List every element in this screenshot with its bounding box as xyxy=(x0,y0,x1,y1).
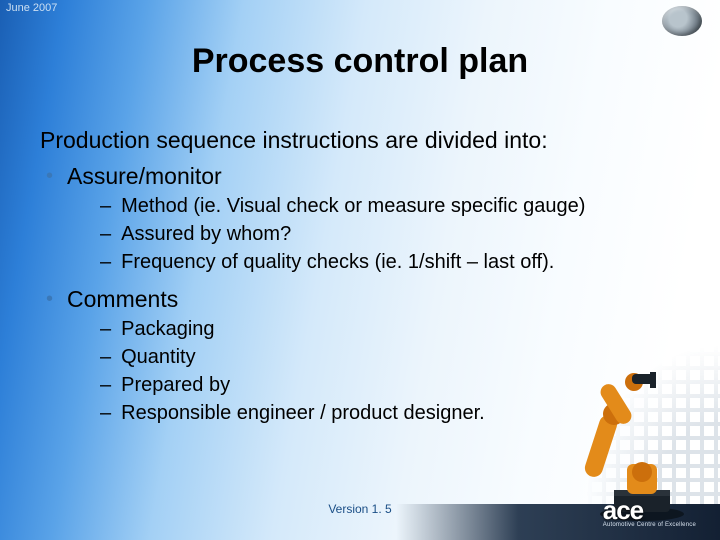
slide-content: Production sequence instructions are div… xyxy=(40,126,680,427)
subbullet: – Responsible engineer / product designe… xyxy=(100,399,680,427)
slide-title: Process control plan xyxy=(0,42,720,81)
subbullet: – Assured by whom? xyxy=(100,220,680,248)
dash-icon: – xyxy=(100,371,111,399)
subbullet-text: Prepared by xyxy=(121,371,230,399)
dash-icon: – xyxy=(100,399,111,427)
dash-icon: – xyxy=(100,248,111,276)
ace-logo-text: ace xyxy=(603,495,643,525)
subbullet-text: Quantity xyxy=(121,343,195,371)
subbullet: – Prepared by xyxy=(100,371,680,399)
bullet-comments: • Comments xyxy=(40,284,680,315)
date-label: June 2007 xyxy=(6,2,57,14)
subbullet: – Quantity xyxy=(100,343,680,371)
intro-text: Production sequence instructions are div… xyxy=(40,126,680,155)
bullet-assure-monitor: • Assure/monitor xyxy=(40,161,680,192)
dash-icon: – xyxy=(100,192,111,220)
subbullet-text: Frequency of quality checks (ie. 1/shift… xyxy=(121,248,554,276)
subbullet: – Frequency of quality checks (ie. 1/shi… xyxy=(100,248,680,276)
bullet-label: Assure/monitor xyxy=(67,161,222,192)
subbullet: – Method (ie. Visual check or measure sp… xyxy=(100,192,680,220)
ace-logo: ace Automotive Centre of Excellence xyxy=(603,495,696,528)
subbullet: – Packaging xyxy=(100,315,680,343)
bullet-label: Comments xyxy=(67,284,178,315)
bullet-dot-icon: • xyxy=(46,284,53,314)
dash-icon: – xyxy=(100,343,111,371)
dash-icon: – xyxy=(100,220,111,248)
subbullet-text: Packaging xyxy=(121,315,214,343)
subbullet-text: Assured by whom? xyxy=(121,220,291,248)
ace-logo-subtitle: Automotive Centre of Excellence xyxy=(603,522,696,528)
slide: June 2007 Process control plan Productio… xyxy=(0,0,720,540)
subbullet-text: Method (ie. Visual check or measure spec… xyxy=(121,192,585,220)
bullet-dot-icon: • xyxy=(46,161,53,191)
top-right-logo xyxy=(662,6,702,36)
subbullet-text: Responsible engineer / product designer. xyxy=(121,399,485,427)
dash-icon: – xyxy=(100,315,111,343)
